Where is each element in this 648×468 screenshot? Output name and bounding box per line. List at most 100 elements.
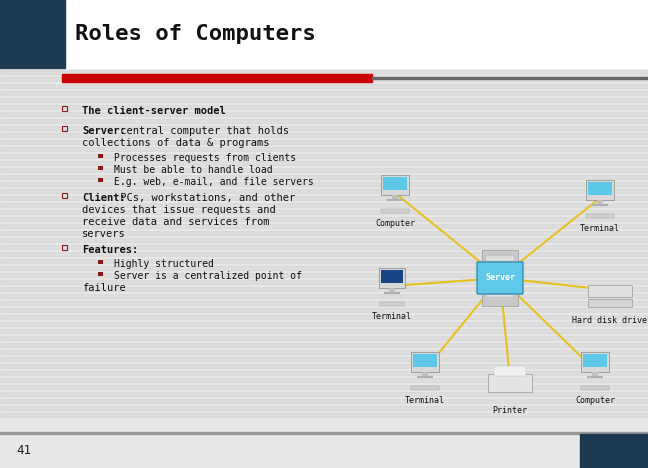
Bar: [98, 177, 102, 182]
Bar: [0, 413, 648, 417]
Bar: [0, 154, 648, 158]
Bar: [586, 180, 614, 200]
Text: servers: servers: [82, 229, 126, 239]
Bar: [98, 259, 102, 264]
Bar: [0, 105, 648, 109]
Text: The client-server model: The client-server model: [82, 106, 226, 116]
Text: E.g. web, e-mail, and file servers: E.g. web, e-mail, and file servers: [114, 177, 314, 187]
Bar: [0, 392, 648, 395]
Bar: [98, 271, 102, 276]
Bar: [597, 200, 603, 204]
Text: Highly structured: Highly structured: [114, 259, 214, 269]
Bar: [62, 74, 372, 82]
Bar: [0, 217, 648, 220]
Bar: [381, 209, 409, 213]
Bar: [0, 238, 648, 241]
Bar: [0, 21, 648, 24]
Text: Processes requests from clients: Processes requests from clients: [114, 153, 296, 163]
Text: Server: Server: [485, 273, 515, 283]
Bar: [583, 354, 607, 367]
Bar: [381, 175, 409, 195]
Bar: [0, 168, 648, 171]
Bar: [0, 175, 648, 178]
Bar: [422, 372, 428, 376]
Bar: [62, 126, 67, 131]
Bar: [0, 49, 648, 52]
Bar: [0, 210, 648, 213]
Bar: [0, 140, 648, 144]
Bar: [0, 14, 648, 17]
Bar: [0, 56, 648, 59]
Bar: [0, 182, 648, 185]
Bar: [0, 287, 648, 291]
Bar: [0, 161, 648, 164]
Text: central computer that holds: central computer that holds: [114, 126, 289, 136]
Bar: [486, 283, 514, 288]
Text: Printer: Printer: [492, 406, 527, 415]
Text: Computer: Computer: [575, 396, 615, 405]
Bar: [411, 352, 439, 372]
Bar: [587, 376, 603, 378]
Bar: [0, 432, 648, 433]
Bar: [0, 322, 648, 326]
Bar: [0, 336, 648, 339]
Bar: [0, 126, 648, 130]
Bar: [0, 273, 648, 277]
Bar: [379, 268, 405, 288]
Bar: [0, 350, 648, 353]
Bar: [0, 399, 648, 402]
Bar: [392, 195, 398, 199]
Bar: [372, 77, 648, 79]
Bar: [588, 299, 632, 307]
Bar: [0, 98, 648, 102]
Bar: [0, 0, 648, 68]
Text: Computer: Computer: [375, 219, 415, 228]
Text: Terminal: Terminal: [405, 396, 445, 405]
Bar: [0, 294, 648, 298]
Text: 41: 41: [16, 444, 31, 456]
Bar: [0, 385, 648, 388]
Bar: [0, 77, 648, 80]
Bar: [588, 285, 632, 297]
Bar: [581, 352, 609, 372]
Text: Server:: Server:: [82, 126, 126, 136]
Bar: [0, 406, 648, 410]
Text: failure: failure: [82, 283, 126, 293]
Bar: [580, 434, 648, 468]
Bar: [0, 35, 648, 38]
Bar: [0, 329, 648, 332]
Bar: [0, 280, 648, 284]
Bar: [486, 265, 514, 270]
Bar: [0, 343, 648, 346]
Bar: [581, 386, 609, 390]
Bar: [417, 376, 433, 378]
Bar: [98, 166, 102, 170]
Bar: [0, 231, 648, 234]
FancyBboxPatch shape: [477, 262, 523, 294]
Bar: [0, 224, 648, 227]
Bar: [0, 70, 648, 73]
Bar: [0, 84, 648, 88]
Bar: [0, 315, 648, 319]
Text: Must be able to handle load: Must be able to handle load: [114, 165, 273, 175]
Bar: [486, 274, 514, 279]
Bar: [381, 270, 403, 283]
Text: Roles of Computers: Roles of Computers: [75, 24, 316, 44]
Bar: [0, 252, 648, 256]
Bar: [0, 245, 648, 249]
Text: collections of data & programs: collections of data & programs: [82, 138, 270, 148]
Bar: [486, 292, 514, 297]
Bar: [0, 189, 648, 192]
Bar: [0, 308, 648, 312]
Bar: [389, 288, 395, 292]
Text: Features:: Features:: [82, 245, 138, 255]
Text: devices that issue requests and: devices that issue requests and: [82, 205, 276, 215]
Bar: [494, 366, 526, 376]
Text: receive data and services from: receive data and services from: [82, 217, 270, 227]
Bar: [588, 182, 612, 195]
Bar: [383, 177, 407, 190]
Bar: [0, 364, 648, 367]
Bar: [482, 250, 518, 306]
Bar: [0, 28, 648, 31]
Bar: [387, 199, 403, 201]
